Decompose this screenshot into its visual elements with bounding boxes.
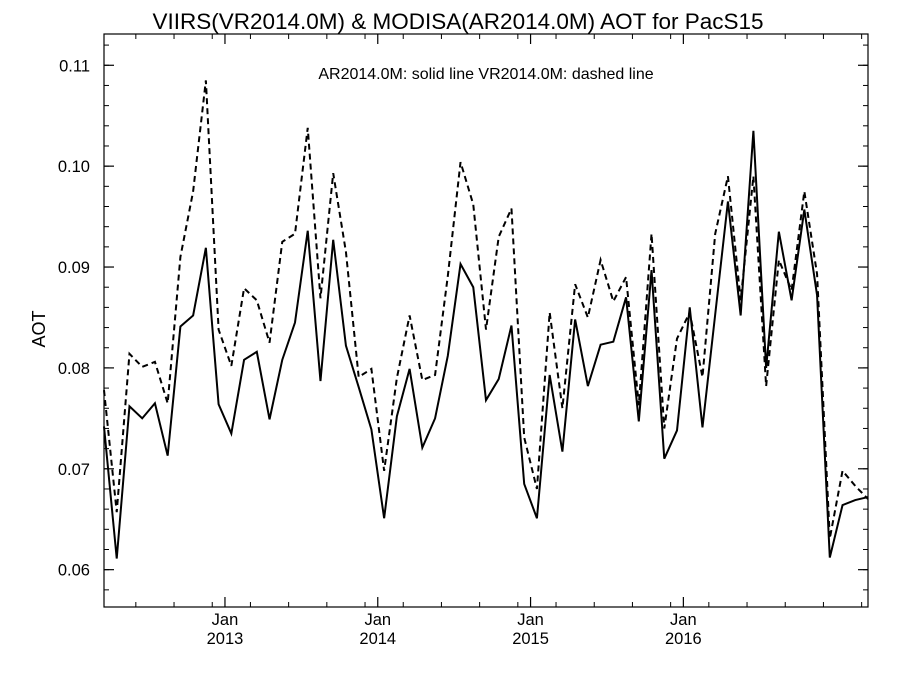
y-axis-label: AOT [29,310,49,347]
plot-frame [103,33,869,608]
y-tick-label: 0.10 [58,158,90,176]
legend-annotation: AR2014.0M: solid line VR2014.0M: dashed … [318,66,653,83]
chart-title: VIIRS(VR2014.0M) & MODISA(AR2014.0M) AOT… [152,9,763,34]
x-tick-label-month: Jan [670,611,697,629]
y-tick-label: 0.08 [58,360,90,378]
y-tick-label: 0.06 [58,562,90,580]
x-tick-label-month: Jan [212,611,239,629]
series-line-ar2014-0m [103,130,869,559]
x-tick-label-month: Jan [364,611,391,629]
x-tick-label-year: 2013 [207,630,244,648]
x-tick-label-year: 2016 [665,630,702,648]
x-tick-label-month: Jan [517,611,544,629]
y-tick-label: 0.09 [58,259,90,277]
y-tick-label: 0.07 [58,461,90,479]
series-line-vr2014-0m [103,80,869,539]
y-tick-label: 0.11 [59,57,90,75]
y-axis-ticks: 0.06 0.07 0.08 0.09 0.10 0.11 [58,44,868,591]
x-tick-label-year: 2014 [359,630,396,648]
x-tick-label-year: 2015 [512,630,549,648]
series-layer [103,80,869,559]
